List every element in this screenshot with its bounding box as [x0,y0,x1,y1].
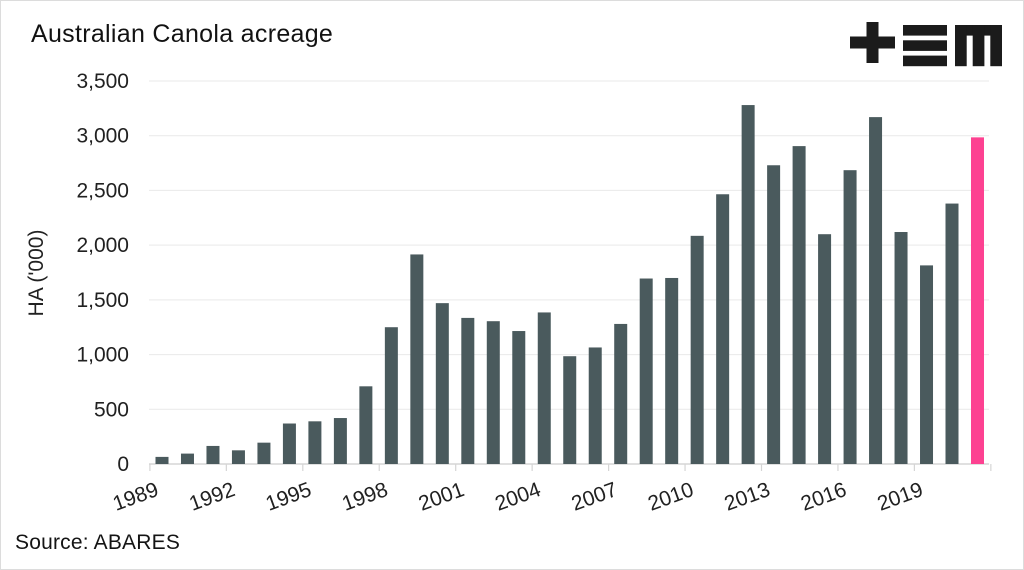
y-tick-label: 500 [94,398,129,421]
x-tick-label: 1995 [263,478,315,516]
x-tick-label: 1989 [110,478,162,516]
block-m-icon [955,25,1002,67]
bar-1989 [155,456,169,464]
bar-2014 [792,146,806,465]
x-tick-label: 2019 [874,478,926,516]
bar-1990 [180,453,194,464]
bar-2010 [690,235,704,464]
triple-bar-icon [903,25,947,67]
bar-2006 [588,347,602,464]
plus-icon [850,22,895,63]
bar-2001 [461,317,475,464]
bar-1993 [257,442,271,464]
chart-title: Australian Canola acreage [31,20,334,48]
bar-2005 [563,356,577,464]
bar-2000 [435,303,449,464]
bar-2004 [537,312,551,464]
y-tick-label: 1,500 [76,289,129,312]
x-tick-label: 1998 [339,478,391,516]
bar-1996 [333,418,347,464]
bar-2017 [869,117,883,465]
x-tick-label: 2016 [798,478,850,516]
bar-2009 [665,277,679,464]
bar-2021 [970,137,984,465]
bar-2007 [614,323,628,464]
bar-1991 [206,445,220,464]
bar-1992 [231,450,245,464]
x-tick-label: 2013 [721,478,773,516]
bar-2008 [639,278,653,464]
bar-1995 [308,421,322,464]
bar-2013 [767,165,781,464]
y-tick-label: 1,000 [76,344,129,367]
x-tick-label: 2004 [492,478,544,516]
y-tick-label: 3,000 [76,125,129,148]
bar-2016 [843,170,857,464]
x-tick-label: 2001 [416,478,468,516]
x-tick-label: 2007 [568,478,620,516]
y-tick-label: 0 [117,453,129,476]
bar-1997 [359,386,373,464]
bar-1994 [282,423,296,464]
bar-2019 [920,265,934,464]
bar-2020 [945,203,959,464]
bar-2012 [741,105,755,464]
y-tick-label: 3,500 [76,70,129,93]
source-note: Source: ABARES [15,531,181,554]
bar-2015 [818,234,832,464]
bar-2011 [716,194,730,464]
bar-2018 [894,232,908,464]
y-tick-label: 2,000 [76,234,129,257]
bar-1998 [384,327,398,464]
tem-logo [850,22,1002,67]
bar-1999 [410,254,424,464]
x-tick-label: 1992 [186,478,238,516]
bar-2003 [512,331,526,464]
bar-2002 [486,321,500,464]
x-tick-label: 2010 [645,478,697,516]
y-axis-title: HA ('000) [25,230,48,317]
y-tick-label: 2,500 [76,179,129,202]
